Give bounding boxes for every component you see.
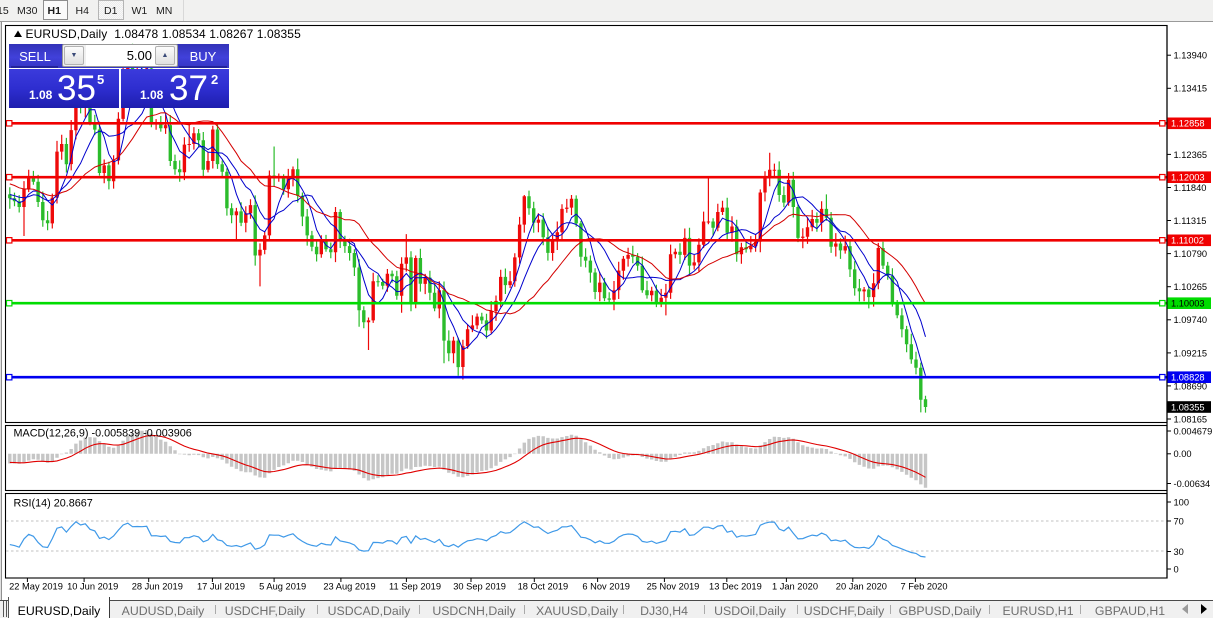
svg-text:28 Jun 2019: 28 Jun 2019 — [132, 582, 183, 592]
svg-text:7 Feb 2020: 7 Feb 2020 — [900, 582, 947, 592]
svg-text:23 Aug 2019: 23 Aug 2019 — [323, 582, 375, 592]
svg-text:1.09215: 1.09215 — [1174, 348, 1208, 358]
svg-text:1.10265: 1.10265 — [1174, 282, 1208, 292]
svg-text:1.10790: 1.10790 — [1174, 249, 1208, 259]
svg-text:100: 100 — [1174, 497, 1190, 507]
svg-text:1.11315: 1.11315 — [1174, 216, 1207, 226]
svg-text:0: 0 — [1174, 564, 1179, 574]
svg-text:1.11002: 1.11002 — [1171, 236, 1204, 246]
svg-text:18 Oct 2019: 18 Oct 2019 — [518, 582, 569, 592]
svg-text:1.12003: 1.12003 — [1171, 173, 1205, 183]
svg-text:30 Sep 2019: 30 Sep 2019 — [453, 582, 506, 592]
svg-text:0.004679: 0.004679 — [1174, 426, 1213, 436]
svg-text:1.08165: 1.08165 — [1174, 414, 1208, 424]
svg-text:-0.00634: -0.00634 — [1174, 479, 1211, 489]
svg-text:17 Jul 2019: 17 Jul 2019 — [197, 582, 245, 592]
svg-text:20 Jan 2020: 20 Jan 2020 — [836, 582, 887, 592]
svg-text:MACD(12,26,9) -0.005839 -0.003: MACD(12,26,9) -0.005839 -0.003906 — [14, 428, 192, 440]
svg-text:22 May 2019: 22 May 2019 — [9, 582, 63, 592]
svg-text:13 Dec 2019: 13 Dec 2019 — [709, 582, 762, 592]
svg-text:1.08828: 1.08828 — [1171, 373, 1205, 383]
svg-text:1.08690: 1.08690 — [1174, 381, 1208, 391]
svg-text:1.12858: 1.12858 — [1171, 119, 1205, 129]
svg-text:1.13415: 1.13415 — [1174, 84, 1208, 94]
svg-text:1.09740: 1.09740 — [1174, 315, 1208, 325]
svg-text:6 Nov 2019: 6 Nov 2019 — [582, 582, 630, 592]
svg-text:RSI(14) 20.8667: RSI(14) 20.8667 — [14, 498, 93, 510]
svg-text:1.10003: 1.10003 — [1171, 299, 1205, 309]
svg-text:1.13940: 1.13940 — [1174, 51, 1208, 61]
svg-text:5 Aug 2019: 5 Aug 2019 — [259, 582, 306, 592]
svg-text:25 Nov 2019: 25 Nov 2019 — [647, 582, 700, 592]
svg-text:1.11840: 1.11840 — [1174, 183, 1207, 193]
svg-text:1.08355: 1.08355 — [1171, 402, 1205, 412]
svg-text:70: 70 — [1174, 516, 1184, 526]
svg-text:0.00: 0.00 — [1174, 449, 1192, 459]
svg-text:11 Sep 2019: 11 Sep 2019 — [389, 582, 441, 592]
svg-text:1 Jan 2020: 1 Jan 2020 — [772, 582, 818, 592]
svg-text:10 Jun 2019: 10 Jun 2019 — [67, 582, 118, 592]
svg-text:EURUSD,Daily 1.08478 1.08534: EURUSD,Daily 1.08478 1.08534 1.08267 1.0… — [26, 27, 302, 41]
svg-text:1.12365: 1.12365 — [1174, 150, 1208, 160]
svg-text:30: 30 — [1174, 547, 1184, 557]
